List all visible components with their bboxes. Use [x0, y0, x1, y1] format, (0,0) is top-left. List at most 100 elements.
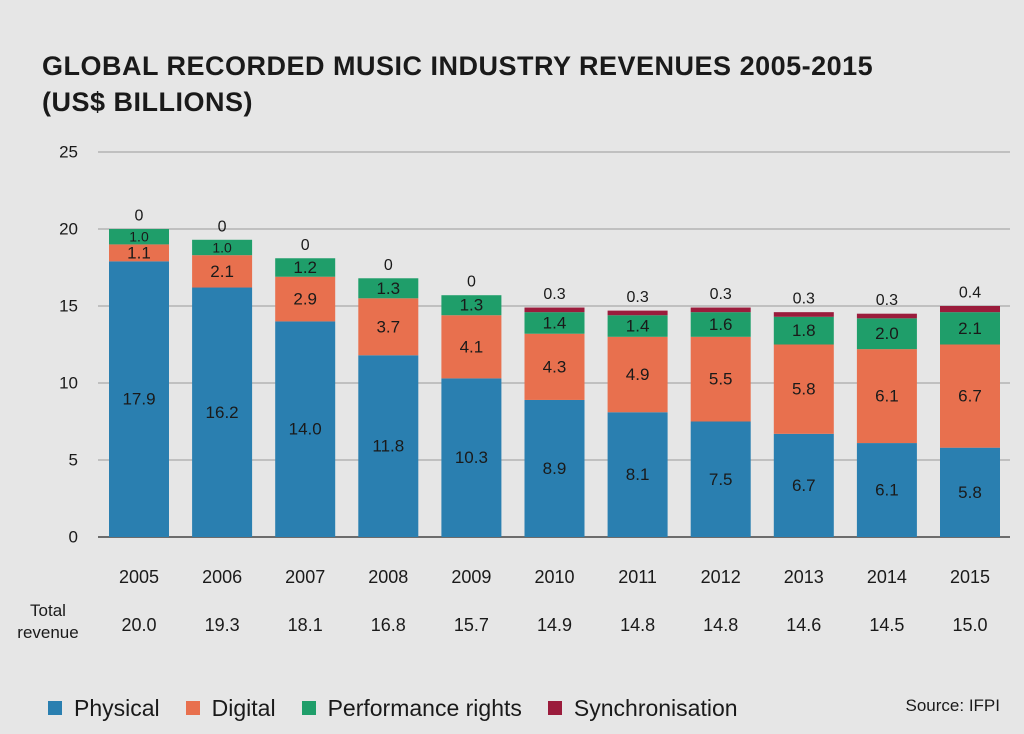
data-label-performance-rights-2006: 1.0: [212, 239, 232, 255]
x-tick-label-2009: 2009: [451, 567, 491, 587]
bar-performance-rights-2007: [275, 258, 336, 277]
bar-digital-2013: [773, 344, 834, 434]
y-tick-label-25: 25: [59, 143, 78, 162]
data-label-physical-2015: 5.8: [958, 483, 982, 502]
total-revenue-value-2013: 14.6: [786, 615, 821, 635]
data-label-physical-2012: 7.5: [709, 470, 733, 489]
bar-synchronisation-2012: [690, 307, 751, 313]
y-tick-label-10: 10: [59, 374, 78, 393]
legend-swatch-synchronisation: [547, 701, 562, 715]
data-label-synchronisation-2007: 0: [301, 237, 310, 254]
total-revenue-label-line1: Total: [30, 601, 66, 620]
chart-title-line1: GLOBAL RECORDED MUSIC INDUSTRY REVENUES …: [42, 51, 874, 81]
total-revenue-value-2014: 14.5: [869, 615, 904, 635]
bar-performance-rights-2013: [773, 316, 834, 345]
x-tick-label-2011: 2011: [618, 567, 657, 587]
stacked-bar-chart: 051015202517.91.11.00200520.016.22.11.00…: [59, 143, 1010, 635]
data-label-digital-2014: 6.1: [875, 387, 899, 406]
data-label-digital-2010: 4.3: [543, 357, 567, 376]
y-tick-label-15: 15: [59, 297, 78, 316]
bar-performance-rights-2006: [192, 239, 253, 256]
bar-digital-2014: [856, 349, 917, 444]
x-tick-label-2005: 2005: [119, 567, 159, 587]
bar-physical-2014: [856, 443, 917, 537]
bar-synchronisation-2015: [940, 306, 1000, 313]
source-note: Source: IFPI: [905, 696, 1000, 715]
bar-digital-2015: [940, 344, 1000, 448]
bar-digital-2009: [441, 315, 502, 379]
data-label-physical-2013: 6.7: [792, 476, 816, 495]
data-label-synchronisation-2011: 0.3: [626, 289, 648, 306]
data-label-physical-2010: 8.9: [543, 459, 567, 478]
data-label-performance-rights-2005: 1.0: [129, 229, 149, 245]
bar-physical-2007: [275, 321, 336, 537]
x-tick-label-2015: 2015: [950, 567, 990, 587]
x-tick-label-2006: 2006: [202, 567, 242, 587]
data-label-performance-rights-2010: 1.4: [543, 313, 567, 332]
data-label-digital-2011: 4.9: [626, 365, 650, 384]
bar-performance-rights-2009: [441, 295, 502, 316]
bar-performance-rights-2012: [690, 312, 751, 337]
total-revenue-value-2006: 19.3: [205, 615, 240, 635]
data-label-performance-rights-2012: 1.6: [709, 315, 733, 334]
bar-physical-2006: [192, 287, 253, 537]
y-tick-label-20: 20: [59, 220, 78, 239]
bar-physical-2010: [524, 399, 585, 537]
data-label-digital-2013: 5.8: [792, 380, 816, 399]
bar-physical-2013: [773, 433, 834, 537]
data-label-synchronisation-2014: 0.3: [876, 292, 898, 309]
total-revenue-value-2008: 16.8: [371, 615, 406, 635]
bar-physical-2005: [109, 261, 169, 537]
legend-swatch-performance-rights: [301, 701, 316, 715]
bar-performance-rights-2010: [524, 312, 585, 334]
data-label-digital-2007: 2.9: [293, 290, 317, 309]
legend-item-performance-rights: Performance rights: [301, 694, 522, 722]
legend-label-synchronisation: Synchronisation: [573, 694, 738, 721]
data-label-synchronisation-2012: 0.3: [710, 286, 732, 303]
legend-item-physical: Physical: [48, 695, 160, 722]
total-revenue-value-2011: 14.8: [620, 615, 655, 635]
data-label-physical-2009: 10.3: [455, 448, 488, 467]
data-label-performance-rights-2011: 1.4: [626, 317, 650, 336]
data-label-digital-2009: 4.1: [460, 337, 484, 356]
bar-physical-2009: [441, 378, 502, 537]
total-revenue-value-2015: 15.0: [952, 615, 987, 635]
bar-digital-2011: [607, 336, 668, 413]
data-label-performance-rights-2009: 1.3: [460, 296, 484, 315]
bar-digital-2006: [192, 255, 253, 288]
bar-performance-rights-2014: [856, 318, 917, 350]
bar-synchronisation-2011: [607, 310, 668, 316]
data-label-synchronisation-2006: 0: [218, 218, 227, 235]
x-tick-label-2013: 2013: [784, 567, 824, 587]
legend-label-performance-rights: Performance rights: [327, 694, 522, 721]
total-revenue-label-line2: revenue: [17, 623, 79, 642]
x-tick-label-2010: 2010: [534, 567, 574, 587]
total-revenue-value-2009: 15.7: [454, 615, 489, 635]
bar-physical-2011: [607, 412, 668, 537]
data-label-digital-2008: 3.7: [376, 317, 400, 336]
data-label-performance-rights-2013: 1.8: [792, 321, 816, 340]
data-label-digital-2015: 6.7: [958, 387, 982, 406]
data-label-synchronisation-2013: 0.3: [793, 291, 815, 308]
bar-physical-2015: [940, 447, 1000, 537]
y-tick-label-5: 5: [69, 451, 78, 470]
bar-synchronisation-2010: [524, 307, 585, 313]
data-label-physical-2007: 14.0: [289, 420, 322, 439]
legend-item-digital: Digital: [185, 694, 276, 722]
data-label-physical-2005: 17.9: [122, 390, 155, 409]
y-tick-label-0: 0: [69, 528, 78, 547]
data-label-performance-rights-2007: 1.2: [293, 258, 317, 277]
total-revenue-label: Total revenue: [12, 600, 84, 644]
bar-digital-2010: [524, 333, 585, 400]
bar-physical-2008: [358, 355, 419, 537]
data-label-synchronisation-2009: 0: [467, 274, 476, 291]
data-label-physical-2011: 8.1: [626, 465, 650, 484]
bar-digital-2012: [690, 336, 751, 422]
data-label-synchronisation-2015: 0.4: [959, 285, 981, 302]
x-tick-label-2014: 2014: [867, 567, 907, 587]
legend-swatch-physical: [48, 701, 62, 715]
data-label-physical-2008: 11.8: [372, 437, 404, 456]
data-label-digital-2012: 5.5: [709, 370, 733, 389]
chart-legend: Physical Digital Performance rights Sync…: [48, 693, 764, 723]
legend-label-digital: Digital: [211, 694, 276, 721]
